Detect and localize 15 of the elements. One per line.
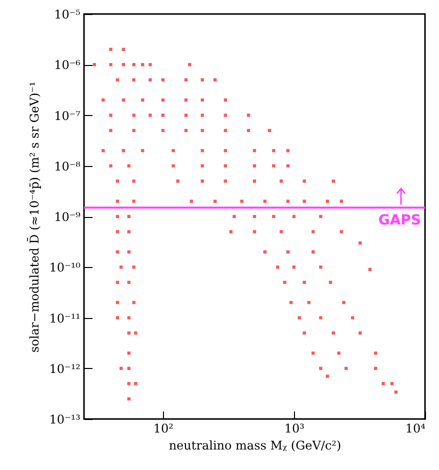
y-axis-title: solar−modulated D̄ (≈10⁻⁴p̄) (m² s sr GeV)⁻¹ xyxy=(27,82,42,352)
y-tick-label: 10⁻¹² xyxy=(49,362,81,376)
y-tick-label: 10⁻¹³ xyxy=(49,412,81,426)
y-tick-label: 10⁻⁵ xyxy=(54,8,81,22)
y-tick-label: 10⁻¹¹ xyxy=(49,311,80,326)
y-tick-label: 10⁻⁸ xyxy=(54,159,81,174)
y-tick-label: 10⁻⁷ xyxy=(54,108,81,123)
x-tick-label: 10² xyxy=(153,422,174,436)
y-tick-label: 10⁻⁶ xyxy=(54,58,81,72)
x-tick-label: 10³ xyxy=(284,422,305,436)
x-axis-title: neutralino mass Mᵪ (GeV/c²) xyxy=(168,438,342,452)
legend-label: GAPS xyxy=(378,212,421,229)
y-tick-label: 10⁻¹⁰ xyxy=(49,260,81,275)
x-tick-label: 10⁴ xyxy=(405,422,426,436)
y-tick-label: 10⁻⁹ xyxy=(54,210,81,224)
